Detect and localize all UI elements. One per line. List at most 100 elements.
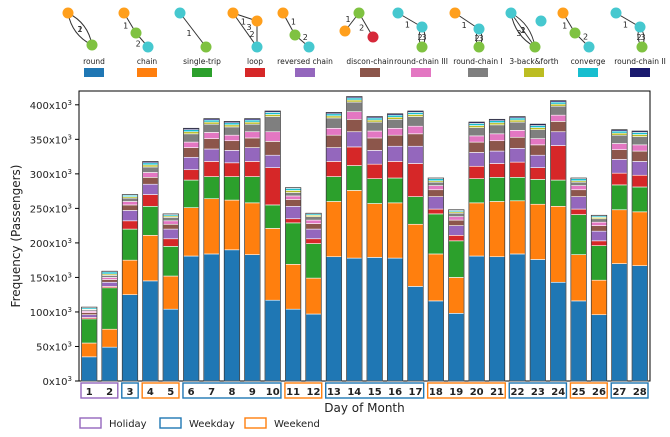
x-tick-label: 9: [249, 387, 256, 398]
motif-edge-number: 2: [136, 39, 141, 48]
x-tick-label: 13: [327, 387, 341, 398]
motif-edge-number: 1: [241, 18, 246, 27]
bar-segment: [223, 134, 240, 142]
bar-segment: [183, 141, 200, 148]
bar-stack-day-23: [529, 123, 546, 382]
motif-edge: [510, 12, 536, 48]
bar-segment: [570, 178, 587, 182]
bar-segment: [468, 125, 485, 128]
bar-segment: [101, 277, 118, 280]
day-type-box: [80, 382, 119, 399]
bar-segment: [244, 202, 261, 255]
bar-segment: [183, 131, 200, 135]
bar-outline: [570, 177, 587, 382]
motif-edge-number: 1: [405, 20, 410, 29]
bar-segment: [468, 255, 485, 382]
bar-segment: [121, 294, 139, 382]
motif-node: [303, 41, 315, 53]
bar-segment: [631, 186, 648, 213]
motif-edge-number: 2: [77, 25, 82, 34]
bar-segment: [387, 114, 404, 118]
bar-segment: [611, 209, 628, 264]
bar-segment: [529, 167, 546, 180]
y-tick-label-base: 0x10: [43, 377, 68, 388]
motif-edge-number: 3: [478, 34, 483, 43]
bar-segment: [611, 159, 628, 174]
bar-segment: [468, 165, 485, 179]
x-tick-label: 18: [429, 387, 443, 398]
bar-outline: [468, 121, 485, 382]
bar-outline: [407, 110, 424, 382]
bar-segment: [590, 245, 608, 281]
bar-segment: [631, 211, 648, 266]
bar-segment: [427, 213, 444, 255]
bar-segment: [366, 203, 383, 258]
x-axis-ticks: 1 2 3 4 5 6 7 8 9 10 11 12 13 14 15 16 17 18 19 20 21 22 23 24 2…: [80, 382, 649, 399]
motif-node: [529, 41, 541, 53]
bar-segment: [203, 138, 220, 150]
motif-node: [62, 7, 74, 19]
bar-segment: [448, 240, 465, 278]
bar-segment: [346, 99, 363, 103]
bar-segment: [223, 249, 240, 382]
bar-segment: [631, 265, 648, 382]
day-type-box: [569, 382, 608, 399]
bar-segment: [631, 134, 648, 137]
plot-axes: [78, 90, 651, 382]
y-tick-label: 0x103: [43, 375, 72, 388]
bar-segment: [387, 202, 404, 259]
bar-segment: [81, 314, 98, 318]
y-axis-label: Frequency (Passengers): [9, 165, 23, 308]
bar-segment: [550, 281, 567, 382]
motif-legend-item: 123 loop: [227, 7, 265, 77]
bars: [81, 96, 648, 382]
bar-segment: [366, 119, 383, 123]
bar-segment: [529, 125, 546, 128]
bar-segment: [387, 257, 404, 382]
x-tick-label: 19: [449, 387, 463, 398]
day-type-legend-label: Weekend: [274, 419, 320, 430]
motif-legend-item: 12 round: [62, 7, 105, 77]
day-type-legend-item: Weekend: [244, 417, 320, 430]
bar-segment: [285, 195, 302, 200]
bar-segment: [529, 259, 546, 382]
day-type-legend-label: Holiday: [109, 419, 147, 430]
bar-segment: [427, 178, 444, 182]
y-tick-label-base: 150x10: [30, 273, 68, 284]
bar-segment: [529, 154, 546, 168]
bar-segment: [162, 217, 179, 222]
bar-stack-day-13: [325, 112, 343, 382]
bar-segment: [387, 119, 404, 129]
day-type-legend-item: Weekday: [159, 417, 235, 430]
bar-segment: [305, 219, 322, 224]
bar-segment: [244, 123, 261, 133]
bar-segment: [264, 114, 281, 117]
bar-segment: [489, 163, 506, 178]
x-tick-label: 16: [388, 387, 402, 398]
bar-segment: [203, 123, 220, 133]
bar-segment: [427, 253, 444, 302]
bar-segment: [529, 138, 546, 146]
bar-stack-day-16: [386, 113, 404, 382]
bar-stack-day-18: [427, 177, 444, 382]
bar-stack-day-4: [142, 161, 159, 382]
bar-segment: [631, 132, 648, 135]
x-tick-label: 2: [106, 387, 113, 398]
x-tick-label: 1: [86, 387, 93, 398]
bar-segment: [366, 178, 383, 204]
bar-segment: [183, 179, 200, 208]
day-type-box: [426, 382, 506, 399]
x-tick-label: 22: [510, 387, 524, 398]
x-tick-label: 3: [126, 387, 133, 398]
bar-segment: [162, 220, 179, 225]
bar-segment: [101, 271, 118, 275]
motif-edge-number: 2: [359, 24, 364, 33]
x-tick-label: 24: [551, 387, 565, 398]
bar-segment: [346, 131, 363, 148]
bar-stack-day-21: [488, 118, 506, 382]
bar-segment: [101, 346, 118, 382]
motif-edge-number: 1: [77, 25, 82, 34]
bar-segment: [550, 206, 567, 283]
motif-color-swatch: [524, 68, 544, 77]
